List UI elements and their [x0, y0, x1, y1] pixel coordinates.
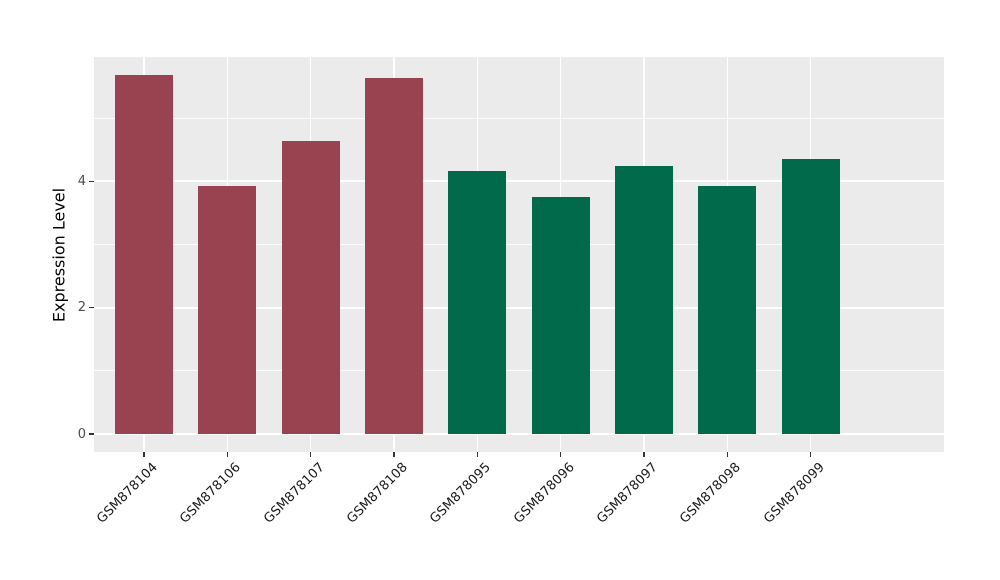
major-gridline	[94, 180, 944, 183]
plot-panel	[94, 57, 944, 452]
x-axis-tick-label: GSM878104	[94, 460, 161, 527]
y-tick-mark	[89, 433, 94, 435]
y-axis-tick-label: 0	[77, 426, 86, 442]
x-tick-mark	[309, 452, 312, 457]
bar-GSM878097	[614, 165, 674, 434]
minor-gridline	[94, 244, 944, 246]
x-axis-tick-label: GSM878099	[760, 460, 828, 527]
y-tick-mark	[89, 180, 94, 183]
major-gridline	[94, 433, 944, 435]
bar-GSM878098	[698, 185, 757, 434]
x-tick-mark	[559, 452, 562, 457]
x-tick-mark	[393, 452, 395, 457]
x-tick-mark	[809, 452, 812, 457]
bar-GSM878104	[114, 74, 174, 434]
bar-GSM878108	[364, 78, 424, 434]
x-axis-tick-label: GSM878106	[177, 460, 244, 527]
bar-GSM878096	[531, 196, 590, 434]
x-tick-mark	[726, 452, 729, 457]
x-tick-mark	[476, 452, 479, 457]
minor-gridline	[94, 370, 944, 372]
bar-GSM878095	[448, 171, 507, 434]
x-tick-mark	[143, 452, 145, 457]
bar-GSM878107	[281, 140, 340, 434]
x-axis-tick-label: GSM878108	[344, 460, 411, 527]
y-axis-tick-label: 2	[77, 300, 86, 316]
y-tick-mark	[89, 307, 94, 309]
minor-gridline	[94, 117, 944, 119]
bar-GSM878099	[781, 159, 840, 434]
x-axis-tick-label: GSM878096	[510, 460, 578, 527]
x-tick-mark	[226, 452, 229, 457]
y-axis-tick-label: 4	[77, 173, 86, 189]
x-axis-tick-label: GSM878098	[677, 460, 744, 527]
major-gridline	[94, 306, 944, 309]
x-axis-tick-label: GSM878095	[427, 460, 494, 527]
x-axis-tick-label: GSM878097	[594, 460, 661, 527]
x-tick-mark	[643, 452, 645, 457]
bar-GSM878106	[198, 185, 257, 434]
x-axis-tick-label: GSM878107	[260, 460, 328, 527]
